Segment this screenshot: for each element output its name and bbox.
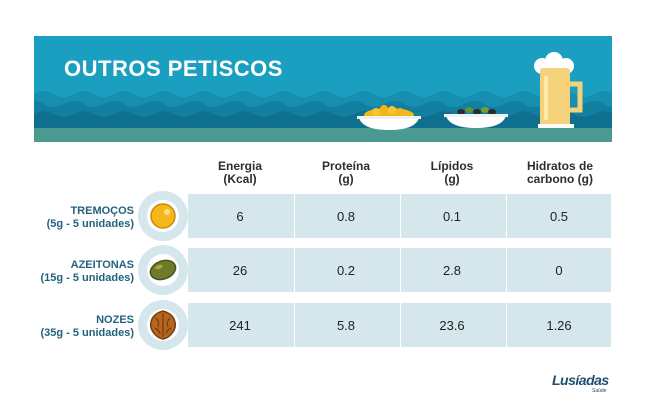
table-row: [188, 194, 611, 238]
cell-energy: 241: [229, 318, 251, 333]
olive-icon: [138, 245, 188, 295]
column-header-protein: Proteína (g): [321, 159, 370, 186]
tremocos-bowl-illustration: [357, 105, 421, 130]
cell-energy: 6: [236, 209, 244, 224]
cell-protein: 5.8: [336, 318, 356, 333]
waves-illustration: [34, 52, 612, 142]
walnut-icon: [138, 300, 188, 350]
table-row: [188, 248, 611, 292]
cell-lipids: 0.1: [442, 209, 462, 224]
lupini-bean-icon: [138, 191, 188, 241]
row-label-nozes: NOZES (35g - 5 unidades): [40, 314, 134, 339]
page-title: OUTROS PETISCOS: [64, 56, 283, 81]
cell-protein: 0.2: [336, 263, 356, 278]
olives-bowl-illustration: [444, 107, 508, 128]
cell-lipids: 23.6: [439, 318, 465, 333]
table-row: [188, 303, 611, 347]
row-label-azeitonas: AZEITONAS (15g - 5 unidades): [40, 259, 134, 284]
column-header-lipids: Lípidos (g): [430, 159, 474, 186]
column-header-carbs: Hidratos de carbono (g): [526, 159, 593, 186]
cell-lipids: 2.8: [442, 263, 462, 278]
beer-mug-illustration: [534, 52, 583, 128]
cell-protein: 0.8: [336, 209, 356, 224]
cell-carbs: 0.5: [549, 209, 569, 224]
lusiadas-logo: Lusíadas: [552, 372, 609, 388]
cell-energy: 26: [232, 263, 248, 278]
row-label-tremocos: TREMOÇOS (5g - 5 unidades): [46, 205, 134, 230]
header-banner: OUTROS PETISCOS: [34, 36, 612, 142]
lusiadas-logo-subtitle: Saúde: [592, 388, 607, 394]
cell-carbs: 1.26: [546, 318, 572, 333]
cell-carbs: 0: [555, 263, 563, 278]
column-header-energy: Energia (Kcal): [217, 159, 262, 186]
